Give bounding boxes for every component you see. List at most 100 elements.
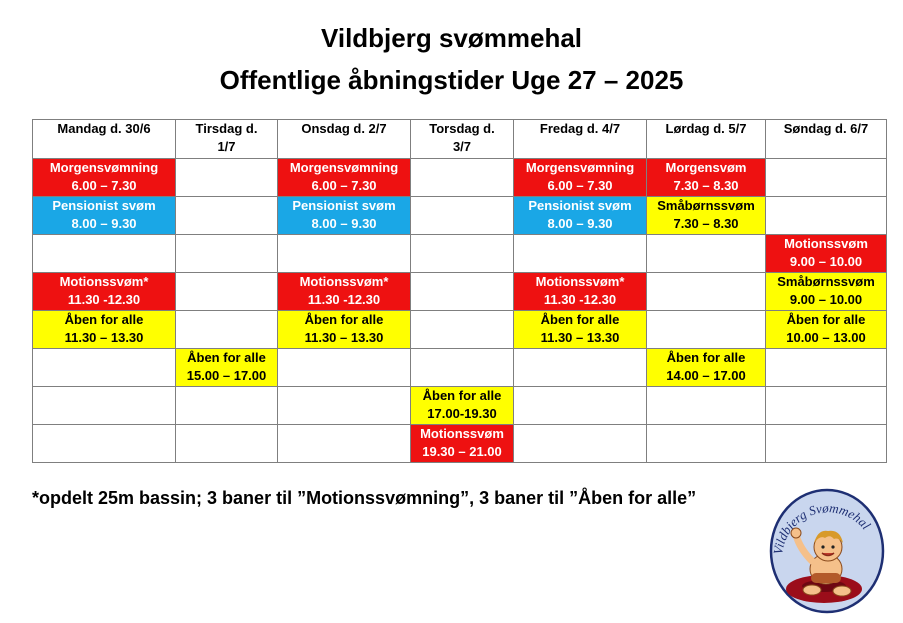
empty-cell	[765, 348, 887, 387]
session-cell: Motionssvøm* 11.30 -12.30	[277, 272, 411, 311]
session-time: 6.00 – 7.30	[547, 178, 613, 193]
empty-cell	[513, 386, 647, 425]
empty-cell	[513, 234, 647, 273]
session-name: Åben for alle	[666, 350, 746, 365]
empty-cell	[646, 386, 766, 425]
session-time: 11.30 – 13.30	[304, 330, 384, 345]
session-time: 7.30 – 8.30	[673, 178, 739, 193]
empty-cell	[410, 272, 514, 311]
empty-cell	[32, 234, 176, 273]
empty-cell	[175, 272, 278, 311]
empty-cell	[32, 386, 176, 425]
empty-cell	[175, 424, 278, 463]
session-time: 15.00 – 17.00	[186, 368, 267, 383]
session-cell: Motionssvøm 9.00 – 10.00	[765, 234, 887, 273]
session-name: Pensionist svøm	[292, 198, 396, 213]
session-cell: Åben for alle 11.30 – 13.30	[277, 310, 411, 349]
swimmer-mascot-logo: Vildbjerg Svømmehal	[769, 488, 885, 614]
session-cell: Åben for alle 17.00-19.30	[410, 386, 514, 425]
day-header: Torsdag d. 3/7	[410, 119, 514, 159]
session-time: 14.00 – 17.00	[666, 368, 746, 383]
session-time: 10.00 – 13.00	[786, 330, 866, 345]
empty-cell	[513, 348, 647, 387]
session-cell: Morgensvøm 7.30 – 8.30	[646, 158, 766, 197]
day-header: Fredag d. 4/7	[513, 119, 647, 159]
day-header-label: Søndag d. 6/7	[783, 121, 869, 136]
session-cell: Morgensvømning 6.00 – 7.30	[277, 158, 411, 197]
session-name: Motionssvøm*	[59, 274, 149, 289]
session-name: Småbørnssvøm	[657, 198, 755, 213]
session-time: 11.30 – 13.30	[540, 330, 620, 345]
session-name: Åben for alle	[786, 312, 866, 327]
session-cell: Motionssvøm* 11.30 -12.30	[32, 272, 176, 311]
empty-cell	[765, 196, 887, 235]
session-time: 8.00 – 9.30	[71, 216, 137, 231]
session-name: Åben for alle	[304, 312, 384, 327]
table-row: Motionssvøm 9.00 – 10.00	[32, 234, 887, 273]
session-time: 11.30 – 13.30	[64, 330, 144, 345]
session-time: 6.00 – 7.30	[71, 178, 137, 193]
empty-cell	[765, 424, 887, 463]
empty-cell	[175, 234, 278, 273]
session-cell: Pensionist svøm 8.00 – 9.30	[32, 196, 176, 235]
empty-cell	[32, 424, 176, 463]
footnote: *opdelt 25m bassin; 3 baner til ”Motions…	[32, 488, 697, 508]
empty-cell	[277, 234, 411, 273]
session-name: Morgensvømning	[49, 160, 159, 175]
session-time: 19.30 – 21.00	[422, 444, 502, 459]
day-header: Mandag d. 30/6	[32, 119, 176, 159]
page-title: Vildbjerg svømmehal	[320, 23, 583, 53]
session-cell: Morgensvømning 6.00 – 7.30	[32, 158, 176, 197]
session-time: 11.30 -12.30	[67, 292, 141, 307]
day-header-label: Torsdag d.	[429, 121, 495, 136]
session-time: 8.00 – 9.30	[547, 216, 613, 231]
empty-cell	[646, 272, 766, 311]
session-cell: Pensionist svøm 8.00 – 9.30	[277, 196, 411, 235]
session-cell: Åben for alle 15.00 – 17.00	[175, 348, 278, 387]
empty-cell	[765, 158, 887, 197]
session-name: Pensionist svøm	[528, 198, 632, 213]
session-cell: Åben for alle 14.00 – 17.00	[646, 348, 766, 387]
session-name: Åben for alle	[422, 388, 502, 403]
session-name: Småbørnssvøm	[777, 274, 875, 289]
session-cell: Motionssvøm 19.30 – 21.00	[410, 424, 514, 463]
page-subtitle: Offentlige åbningstider Uge 27 – 2025	[219, 65, 684, 95]
empty-cell	[410, 196, 514, 235]
table-row: Morgensvømning 6.00 – 7.30 Morgensvømning 6…	[32, 158, 887, 197]
session-name: Pensionist svøm	[52, 198, 156, 213]
day-header: Søndag d. 6/7	[765, 119, 887, 159]
empty-cell	[175, 310, 278, 349]
session-time: 7.30 – 8.30	[673, 216, 739, 231]
empty-cell	[175, 386, 278, 425]
empty-cell	[410, 158, 514, 197]
session-cell: Åben for alle 10.00 – 13.00	[765, 310, 887, 349]
session-cell: Morgensvømning 6.00 – 7.30	[513, 158, 647, 197]
day-header-label: Lørdag d. 5/7	[665, 121, 747, 136]
empty-cell	[277, 386, 411, 425]
session-name: Motionssvøm*	[535, 274, 625, 289]
session-name: Åben for alle	[540, 312, 620, 327]
table-row: Pensionist svøm 8.00 – 9.30 Pensionist svø…	[32, 196, 887, 235]
session-time: 8.00 – 9.30	[311, 216, 377, 231]
session-time: 6.00 – 7.30	[311, 178, 377, 193]
session-time: 9.00 – 10.00	[789, 254, 863, 269]
day-header-label: Tirsdag d.	[195, 121, 258, 136]
schedule-table: Mandag d. 30/6 Tirsdag d. 1/7 Onsdag d. 2/7…	[32, 119, 887, 463]
empty-cell	[513, 424, 647, 463]
empty-cell	[410, 348, 514, 387]
session-name: Morgensvømning	[525, 160, 635, 175]
empty-cell	[765, 386, 887, 425]
session-cell: Pensionist svøm 8.00 – 9.30	[513, 196, 647, 235]
session-cell: Åben for alle 11.30 – 13.30	[513, 310, 647, 349]
table-row: Motionssvøm 19.30 – 21.00	[32, 424, 887, 463]
session-name: Motionssvøm*	[299, 274, 389, 289]
empty-cell	[175, 158, 278, 197]
empty-cell	[32, 348, 176, 387]
day-header: Onsdag d. 2/7	[277, 119, 411, 159]
empty-cell	[175, 196, 278, 235]
session-cell: Småbørnssvøm 7.30 – 8.30	[646, 196, 766, 235]
empty-cell	[410, 234, 514, 273]
day-header-date: 3/7	[452, 139, 472, 154]
empty-cell	[277, 424, 411, 463]
session-cell: Åben for alle 11.30 – 13.30	[32, 310, 176, 349]
